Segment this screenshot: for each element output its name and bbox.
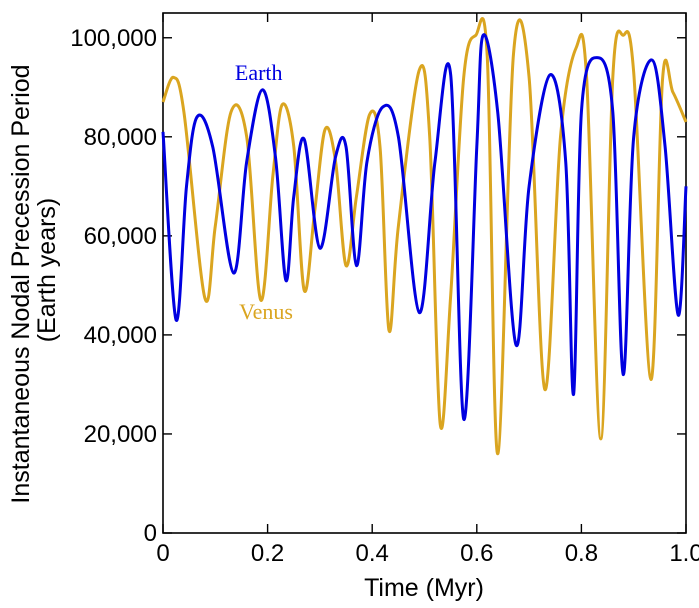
y-tick-label: 100,000	[70, 25, 157, 52]
x-tick-label: 0.2	[251, 540, 284, 567]
x-tick-label: 0.4	[356, 540, 389, 567]
y-tick-label: 20,000	[84, 421, 157, 448]
x-tick-label: 1.0	[669, 540, 699, 567]
series-line-earth	[161, 33, 688, 421]
y-axis: 0 20,000 40,000 60,000 80,000 100,000	[70, 25, 686, 547]
y-tick-label: 0	[144, 520, 157, 547]
x-axis-title: Time (Myr)	[364, 574, 484, 602]
series-line-venus	[161, 17, 688, 456]
series-label-venus: Venus	[239, 299, 293, 324]
y-axis-subtitle: (Earth years)	[33, 198, 61, 342]
y-tick-label: 60,000	[84, 223, 157, 250]
x-tick-label: 0.8	[565, 540, 598, 567]
y-axis-title: Instantaneous Nodal Precession Period	[7, 64, 35, 503]
annotation-layer: Earth Venus	[235, 60, 293, 324]
plot-frame	[162, 12, 687, 534]
x-tick-label: 0	[156, 540, 169, 567]
x-tick-label: 0.6	[460, 540, 493, 567]
x-axis: 0 0.2 0.4 0.6 0.8 1.0	[156, 13, 699, 567]
series-label-earth: Earth	[235, 60, 283, 85]
series-layer	[161, 17, 688, 456]
y-tick-label: 40,000	[84, 322, 157, 349]
y-tick-label: 80,000	[84, 124, 157, 151]
